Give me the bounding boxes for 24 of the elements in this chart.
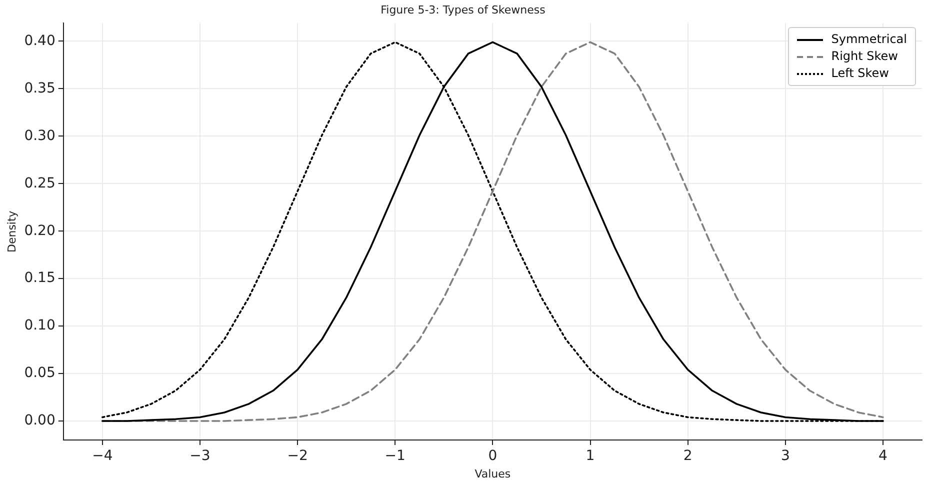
legend-label: Left Skew [831,65,889,82]
y-tick-label: 0.35 [24,80,56,96]
y-tick-label: 0.30 [24,128,56,144]
x-axis-title: Values [474,467,511,480]
x-tick-label: 1 [586,448,595,464]
chart-title: Figure 5-3: Types of Skewness [380,3,546,16]
x-tick-label: 3 [780,448,790,464]
y-tick-label: 0.20 [24,222,56,239]
x-tick-label: 0 [488,448,498,464]
y-axis-title: Density [5,210,18,253]
y-tick-label: 0.40 [24,32,56,49]
x-tick-label: 2 [683,448,692,464]
y-tick-label: 0.10 [24,318,56,334]
y-tick-label: 0.25 [24,175,56,192]
x-tick-label: −4 [92,448,113,464]
x-tick-label: −2 [287,448,308,464]
y-tick-label: 0.00 [24,412,56,429]
x-tick-label: −3 [190,448,210,464]
x-tick-label: 4 [878,448,888,464]
y-tick-label: 0.05 [24,365,56,382]
legend-label: Symmetrical [831,31,907,48]
y-tick-label: 0.15 [24,270,56,286]
legend-label: Right Skew [831,48,898,66]
x-tick-label: −1 [384,448,406,464]
